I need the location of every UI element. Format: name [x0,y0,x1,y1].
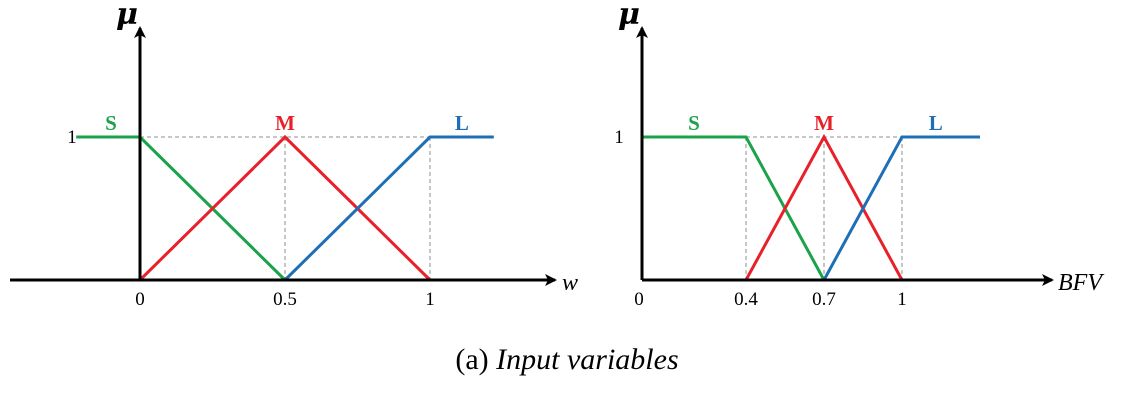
x-axis-label: w [562,270,578,296]
y-tick-label: 1 [67,127,77,148]
x-tick-label: 0.5 [273,289,297,310]
series-line-l [822,135,980,281]
series-line-s [642,135,826,281]
x-tick-label: 1 [425,289,435,310]
y-tick-label: 1 [614,127,624,148]
caption-text: Input variables [496,343,679,376]
x-axis-label: BFV [1058,270,1104,296]
series-label-s: S [688,111,700,135]
y-axis-label: μ [116,0,138,32]
series-label-m: M [275,111,295,135]
figure-caption: (a) Input variables [0,343,1134,377]
caption-prefix: (a) [455,343,489,376]
series-line-l [283,135,494,282]
chart-w: S M Lμ w 0 0.5 1 1 [10,0,578,310]
series-line-m [744,133,904,281]
x-tick-label: 0 [135,289,145,310]
x-tick-label: 0.7 [812,289,836,310]
x-tick-label: 0 [634,289,644,310]
series-line-m [138,134,432,282]
series-label-l: L [929,111,943,135]
series-label-l: L [455,111,469,135]
series-line-s [76,135,287,282]
x-tick-label: 0.4 [734,289,758,310]
series-label-s: S [105,111,117,135]
chart-bfv: S M Lμ BFV 0 0.4 0.7 1 1 [614,0,1104,310]
series-label-m: M [814,111,834,135]
x-tick-label: 1 [897,289,907,310]
y-axis-label: μ [618,0,640,32]
